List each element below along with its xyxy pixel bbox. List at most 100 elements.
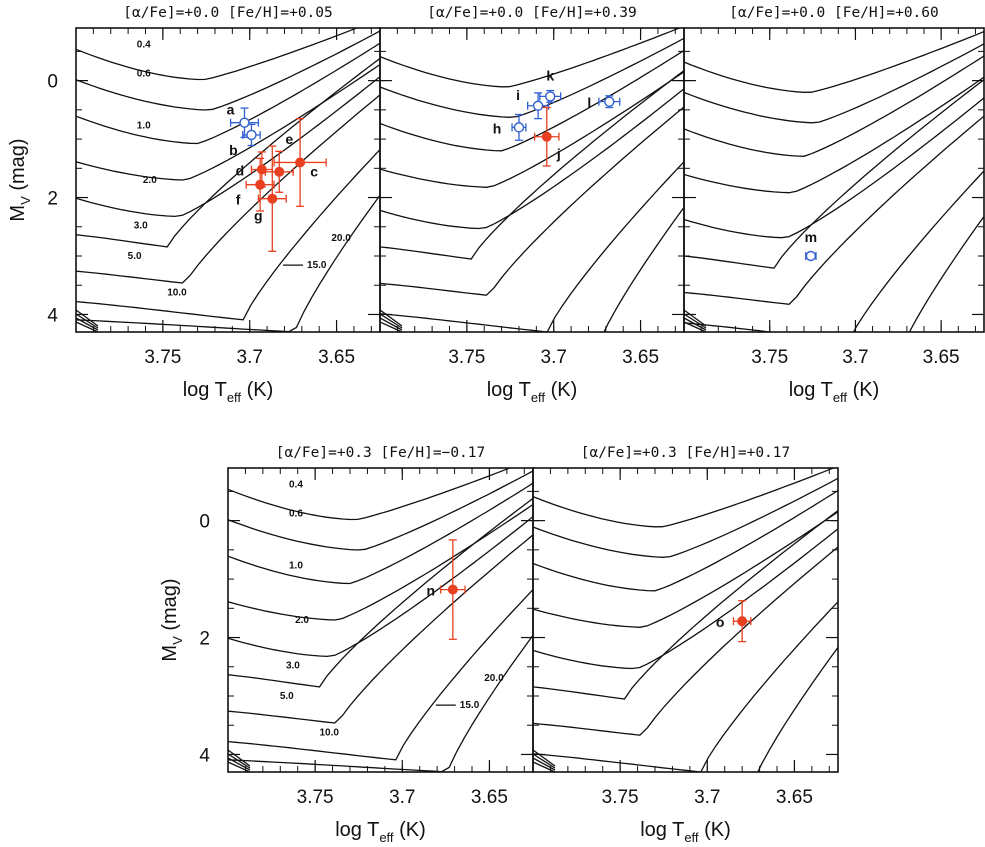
y-tick-label: 0 — [47, 72, 58, 93]
isochrone-curve — [684, 43, 984, 124]
isochrone-curve — [533, 477, 838, 558]
panel-4: 0.4 0.6 1.0 2.0 3.0 5.0 10.0 15.0 20.0 3.75 3.7 3.6… — [159, 445, 534, 845]
isochrone-curve — [228, 503, 533, 621]
isochrone-label: 0.6 — [289, 509, 303, 520]
isochrone-curve — [684, 76, 984, 194]
isochrone-label: 5.0 — [280, 691, 294, 702]
x-tick-label: 3.75 — [602, 787, 639, 808]
panel-5: 3.75 3.7 3.65 [α/Fe]=+0.3 [Fe/H]=+0.17 log T… — [532, 445, 839, 845]
isochrone-curve — [76, 42, 380, 145]
panel-title: [α/Fe]=+0.3 [Fe/H]=+0.17 — [581, 445, 791, 461]
point-label: g — [254, 208, 263, 224]
isochrone-curve — [228, 749, 251, 767]
isochrone-curve — [380, 317, 403, 331]
data-point-i: i — [516, 87, 550, 120]
isochrone-curve — [76, 309, 99, 327]
data-point-o: o — [716, 600, 752, 643]
point-label: j — [556, 146, 561, 162]
isochrones — [533, 468, 838, 772]
isochrone-label: 2.0 — [295, 615, 309, 626]
marker-open — [239, 117, 250, 128]
x-tick-label: 3.65 — [622, 347, 659, 368]
marker-filled — [267, 193, 278, 204]
isochrone-curve — [533, 510, 838, 700]
panel-2: 3.75 3.7 3.65 [α/Fe]=+0.0 [Fe/H]=+0.39 log T… — [379, 5, 685, 405]
isochrone-label: 10.0 — [167, 287, 187, 298]
marker-open — [532, 100, 544, 111]
isochrone-curve — [228, 482, 533, 585]
axes-frame — [532, 467, 839, 773]
data-point-j: j — [533, 106, 561, 167]
isochrone-label: 0.6 — [137, 69, 151, 80]
isochrone-curve — [228, 470, 533, 551]
isochrone-curve — [76, 94, 380, 284]
isochrone-label: 20.0 — [331, 233, 351, 244]
data-point-k: k — [539, 67, 562, 103]
isochrone-curve — [533, 761, 556, 772]
x-tick-label: 3.65 — [318, 347, 355, 368]
data-point-g: g — [254, 145, 287, 252]
x-axis-label: log Teff (K) — [640, 819, 731, 845]
point-label: c — [310, 163, 318, 179]
data-point-c: c — [273, 117, 327, 207]
isochrone-curve — [228, 516, 533, 658]
point-label: e — [285, 131, 293, 147]
isochrone-curve — [684, 313, 707, 329]
isochrone-label: 0.4 — [137, 40, 151, 51]
isochrone-curve — [533, 468, 836, 528]
panel-title: [α/Fe]=+0.3 [Fe/H]=−0.17 — [276, 445, 486, 461]
isochrone-curve — [380, 49, 684, 152]
isochrone-curve — [228, 761, 251, 772]
panel-1: 0.4 0.6 1.0 2.0 3.0 5.0 10.0 15.0 20.0 3.75 3.7 3.6… — [7, 5, 381, 405]
isochrone-label: 10.0 — [320, 727, 340, 738]
point-label: l — [587, 95, 591, 111]
isochrone-curve — [228, 589, 533, 761]
marker-filled — [255, 179, 266, 190]
isochrone-curve — [684, 115, 984, 305]
isochrone-curve — [684, 30, 984, 93]
isochrone-curve — [380, 71, 684, 188]
isochrone-curve — [76, 317, 99, 331]
isochrone-curve — [684, 170, 984, 332]
y-tick-label: 0 — [199, 512, 210, 533]
y-axis-label: MV (mag) — [7, 138, 33, 221]
axes-frame — [683, 27, 985, 333]
isochrone-curve — [684, 317, 707, 331]
point-label: h — [493, 120, 502, 136]
x-tick-label: 3.65 — [923, 347, 960, 368]
isochrone-label: 20.0 — [484, 673, 504, 684]
marker-open — [246, 129, 257, 141]
point-label: n — [427, 583, 436, 599]
marker-filled — [447, 584, 458, 595]
x-tick-label: 3.7 — [389, 787, 415, 808]
isochrones — [380, 28, 684, 332]
isochrone-curve — [533, 528, 838, 670]
x-tick-label: 3.75 — [144, 347, 181, 368]
isochrone-curve — [533, 647, 838, 772]
data-point-e: e — [264, 131, 294, 193]
isochrone-label: 15.0 — [460, 700, 480, 711]
y-tick-label: 4 — [47, 305, 58, 326]
data-point-h: h — [493, 113, 527, 141]
x-tick-label: 3.75 — [448, 347, 485, 368]
isochrone-curve — [228, 757, 251, 771]
data-point-l: l — [587, 95, 621, 111]
marker-open — [604, 96, 615, 107]
isochrones — [228, 468, 533, 772]
isochrone-curve — [533, 511, 838, 628]
isochrone-curve — [228, 468, 512, 521]
isochrone-curve — [76, 194, 380, 332]
isochrone-curve — [533, 757, 556, 771]
x-axis-label: log Teff (K) — [487, 379, 578, 405]
isochrone-curve — [684, 309, 707, 327]
isochrone-curve — [380, 106, 684, 296]
data-point-d: d — [236, 151, 273, 188]
isochrone-curve — [380, 28, 682, 88]
x-tick-label: 3.75 — [297, 787, 334, 808]
x-axis-label: log Teff (K) — [335, 819, 426, 845]
point-label: b — [229, 142, 238, 158]
isochrones — [684, 30, 984, 332]
isochrone-curve — [684, 321, 707, 332]
isochrone-curve — [380, 70, 684, 260]
point-label: m — [805, 229, 817, 245]
